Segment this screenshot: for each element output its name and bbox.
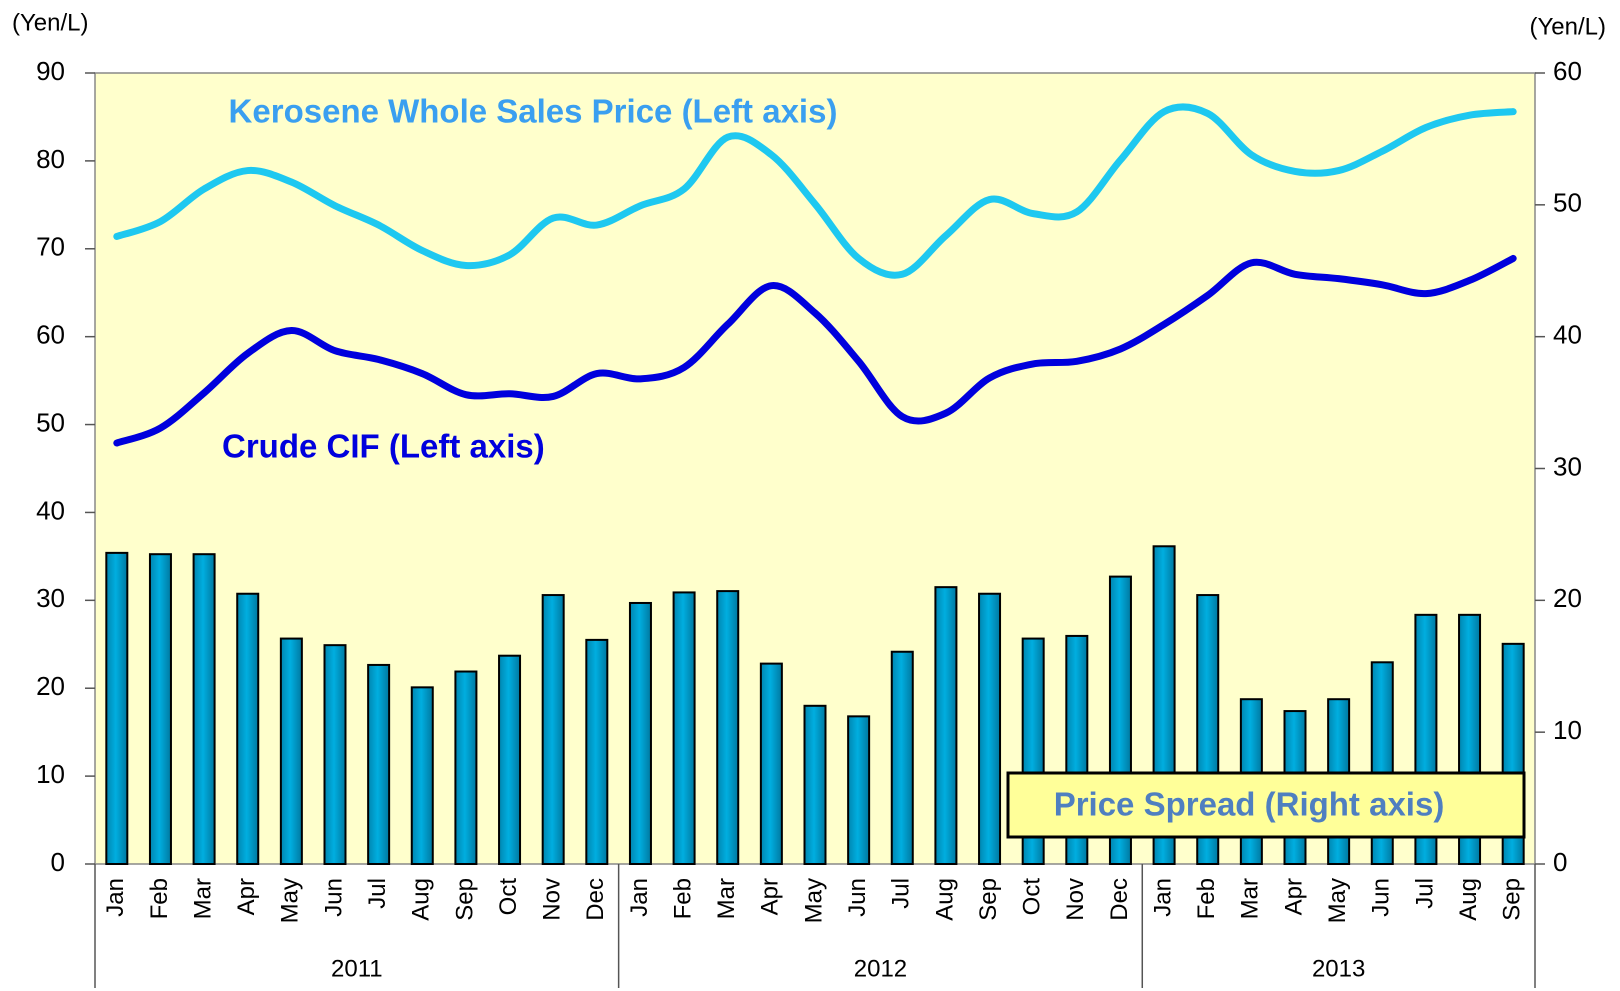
x-group-label: 2011 [331, 955, 383, 982]
bar [890, 650, 914, 866]
bar [498, 654, 522, 865]
bar [672, 591, 696, 865]
x-tick-label: Aug [1455, 878, 1482, 921]
bar [759, 662, 783, 866]
bar [367, 663, 391, 865]
bar [148, 553, 172, 865]
x-tick-label: May [277, 878, 304, 923]
x-tick-label: Mar [1237, 878, 1264, 919]
x-tick-label: Feb [669, 878, 696, 919]
x-tick-label: Apr [757, 878, 784, 915]
bar [585, 638, 609, 866]
series-label: Crude CIF (Left axis) [222, 428, 545, 465]
y-tick-label: 10 [36, 759, 65, 789]
y-tick-label: 80 [36, 144, 65, 174]
bar [541, 594, 565, 865]
y-tick-label: 0 [51, 847, 65, 877]
x-tick-label: Nov [539, 878, 566, 921]
series-label: Kerosene Whole Sales Price (Left axis) [229, 93, 838, 130]
x-tick-label: Jun [844, 878, 871, 917]
x-tick-label: May [800, 878, 827, 923]
x-tick-label: Nov [1062, 878, 1089, 921]
x-tick-label: Jun [320, 878, 347, 917]
x-tick-label: Jan [102, 878, 129, 917]
x-tick-label: Mar [713, 878, 740, 919]
y2-tick-label: 10 [1553, 715, 1582, 745]
y-tick-label: 90 [36, 56, 65, 86]
x-tick-label: Sep [1499, 878, 1526, 921]
y-tick-label: 70 [36, 232, 65, 262]
y-tick-label: 30 [36, 583, 65, 613]
y-tick-label: 20 [36, 671, 65, 701]
x-tick-label: Jun [1368, 878, 1395, 917]
legend-box [1006, 771, 1526, 839]
x-tick-label: Mar [189, 878, 216, 919]
y-axis-title: (Yen/L) [12, 9, 89, 36]
x-tick-label: Jan [626, 878, 653, 917]
y-tick-label: 50 [36, 407, 65, 437]
x-tick-label: Aug [931, 878, 958, 921]
line-series [113, 103, 1517, 279]
x-group-label: 2012 [854, 955, 907, 982]
line-series [113, 254, 1517, 447]
bar [803, 704, 827, 865]
bar [847, 715, 871, 866]
y2-tick-label: 20 [1553, 583, 1582, 613]
x-tick-label: Apr [1280, 878, 1307, 915]
bar [934, 586, 958, 866]
y2-tick-label: 60 [1553, 56, 1582, 86]
x-tick-label: Oct [1019, 878, 1046, 916]
bar [279, 637, 303, 865]
bar [716, 590, 740, 865]
x-tick-label: Oct [495, 878, 522, 916]
x-tick-label: Jul [888, 878, 915, 909]
x-tick-label: Jul [364, 878, 391, 909]
y2-tick-label: 30 [1553, 451, 1582, 481]
x-tick-label: Feb [1193, 878, 1220, 919]
y-tick-label: 40 [36, 495, 65, 525]
x-tick-label: May [1324, 878, 1351, 923]
y2-axis-title: (Yen/L) [1530, 13, 1607, 40]
x-group-label: 2013 [1312, 955, 1365, 982]
x-tick-label: Feb [146, 878, 173, 919]
bar [410, 686, 434, 865]
bar [628, 601, 652, 865]
bar [978, 592, 1002, 865]
y2-tick-label: 50 [1553, 188, 1582, 218]
x-tick-label: Sep [975, 878, 1002, 921]
x-tick-label: Sep [451, 878, 478, 921]
bar [454, 670, 478, 865]
x-tick-label: Jul [1411, 878, 1438, 909]
x-tick-label: Aug [408, 878, 435, 921]
bar [236, 592, 260, 865]
bar [105, 551, 129, 866]
y2-tick-label: 0 [1553, 847, 1567, 877]
bar [323, 644, 347, 866]
x-tick-label: Apr [233, 878, 260, 915]
x-tick-label: Dec [1106, 878, 1133, 921]
series-label: Price Spread (Right axis) [1054, 786, 1445, 823]
x-tick-label: Dec [582, 878, 609, 921]
y2-tick-label: 40 [1553, 320, 1582, 350]
x-tick-label: Jan [1149, 878, 1176, 917]
bar [192, 553, 216, 865]
y-tick-label: 60 [36, 320, 65, 350]
